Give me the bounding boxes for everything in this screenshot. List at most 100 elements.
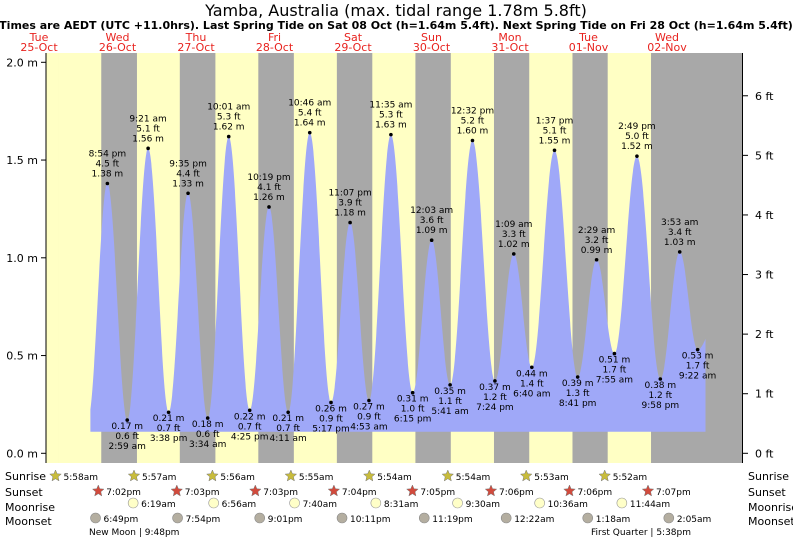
high-tide-label: 1.02 m: [498, 240, 530, 250]
low-tide-dot: [286, 410, 290, 415]
low-tide-label: 0.53 m: [682, 352, 714, 362]
high-tide-label: 1.18 m: [334, 209, 366, 219]
low-tide-label: 9:22 am: [679, 372, 716, 382]
high-tide-label: 3.4 ft: [668, 228, 692, 238]
sunrise-icon: [206, 469, 219, 482]
sunrise-icon: [284, 469, 298, 482]
high-tide-label: 2:49 pm: [618, 122, 656, 132]
high-tide-label: 9:21 am: [129, 114, 166, 124]
high-tide-label: 11:07 pm: [328, 189, 371, 199]
high-tide-label: 3.2 ft: [585, 236, 609, 246]
high-tide-label: 5.2 ft: [461, 117, 485, 127]
moonset-icon: [418, 512, 430, 524]
low-tide-label: 2:59 am: [109, 442, 146, 452]
high-tide-label: 4.1 ft: [257, 183, 281, 193]
sunset-time: 7:04pm: [342, 488, 377, 498]
y-tick-label-right: 5 ft: [755, 149, 774, 162]
low-tide-label: 0.6 ft: [196, 430, 220, 440]
high-tide-label: 4.4 ft: [176, 169, 200, 179]
low-tide-dot: [125, 418, 130, 422]
high-tide-dot: [677, 250, 682, 254]
sunrise-icon: [598, 469, 612, 482]
moonrise-label-right: Moonrise: [748, 501, 793, 514]
low-tide-label: 1.2 ft: [648, 391, 672, 401]
high-tide-label: 5.3 ft: [379, 111, 403, 121]
low-tide-dot: [410, 390, 415, 395]
low-tide-label: 5:17 pm: [312, 424, 350, 434]
moonrise-label-left: Moonrise: [5, 501, 55, 514]
high-tide-label: 1.26 m: [253, 193, 285, 203]
sunrise-time: 5:52am: [613, 473, 648, 483]
low-tide-label: 1.1 ft: [438, 397, 462, 407]
y-tick-label-left: 1.0 m: [6, 252, 38, 265]
moonrise-time: 9:30am: [466, 500, 501, 510]
moonset-label-right: Moonset: [748, 515, 793, 528]
day-date-label: 02-Nov: [647, 41, 687, 54]
high-tide-dot: [307, 130, 312, 135]
high-tide-label: 1.56 m: [132, 134, 164, 144]
day-name-label: Wed: [106, 31, 130, 44]
sunset-icon: [641, 484, 655, 497]
astro-rows: Sunrise Sunset Moonrise Moonset Sunrise …: [5, 470, 793, 528]
day-date-label: 28-Oct: [256, 41, 294, 54]
high-tide-label: 8:54 pm: [89, 150, 127, 160]
low-tide-label: 3:38 pm: [150, 434, 188, 444]
day-date-label: 01-Nov: [569, 41, 609, 54]
y-tick-label-right: 6 ft: [755, 90, 774, 103]
high-tide-label: 1.63 m: [375, 121, 407, 131]
sunrise-time: 5:53am: [534, 473, 569, 483]
high-tide-label: 1.52 m: [621, 142, 653, 152]
day-date-label: 29-Oct: [334, 41, 372, 54]
sunrise-time: 5:57am: [142, 473, 177, 483]
low-tide-dot: [448, 383, 452, 387]
moonrise-icon: [452, 497, 463, 509]
low-tide-label: 1.7 ft: [686, 362, 710, 372]
low-tide-dot: [612, 351, 617, 356]
day-name-label: Sat: [344, 31, 363, 44]
astro-events: 5:58am7:02pm5:57am7:03pm5:56am7:03pm5:55…: [49, 469, 711, 538]
moonset-time: 7:54pm: [186, 515, 221, 525]
high-tide-label: 0.99 m: [581, 246, 613, 256]
high-tide-label: 9:35 pm: [169, 159, 207, 169]
sunset-time: 7:03pm: [185, 488, 220, 498]
high-tide-dot: [511, 252, 516, 256]
y-tick-label-left: 2.0 m: [6, 56, 38, 69]
low-tide-label: 0.7 ft: [238, 422, 262, 432]
chart-title: Yamba, Australia (max. tidal range 1.78m…: [204, 1, 587, 20]
high-tide-dot: [552, 148, 557, 153]
high-tide-dot: [105, 181, 110, 186]
y-tick-label-right: 3 ft: [755, 269, 774, 282]
moonset-label-left: Moonset: [5, 515, 52, 528]
high-tide-label: 3.9 ft: [338, 199, 362, 209]
low-tide-dot: [367, 398, 371, 403]
high-tide-label: 5.3 ft: [217, 113, 241, 123]
day-date-label: 27-Oct: [177, 41, 215, 54]
low-tide-label: 0.31 m: [397, 395, 429, 405]
low-tide-dot: [530, 365, 534, 370]
low-tide-label: 0.18 m: [192, 420, 224, 430]
low-tide-label: 0.9 ft: [357, 413, 381, 423]
day-labels: Tue25-OctWed26-OctThu27-OctFri28-OctSat2…: [20, 31, 687, 54]
moonrise-time: 6:19am: [141, 500, 176, 510]
high-tide-label: 1.62 m: [213, 123, 245, 133]
moonset-icon: [500, 512, 512, 524]
tide-annotations: 8:54 pm4.5 ft1.38 m0.17 m0.6 ft2:59 am9:…: [89, 99, 717, 452]
low-tide-label: 3:34 am: [189, 440, 226, 450]
moonrise-time: 7:40am: [303, 500, 338, 510]
plot-right-edge: [742, 53, 743, 463]
sunrise-time: 5:55am: [299, 473, 334, 483]
y-axis-left: 0.0 m 0.5 m 1.0 m 1.5 m 2.0 m: [6, 53, 47, 463]
day-name-label: Mon: [498, 31, 521, 44]
low-tide-dot: [329, 400, 333, 405]
moonset-icon: [336, 512, 348, 524]
sunset-time: 7:05pm: [420, 488, 455, 498]
moonrise-icon: [616, 497, 628, 509]
y-axis-right: 0 ft 1 ft 2 ft 3 ft 4 ft 5 ft 6 ft: [742, 90, 774, 460]
low-tide-label: 0.44 m: [516, 369, 548, 379]
high-tide-dot: [429, 238, 434, 243]
sunset-label-left: Sunset: [5, 486, 43, 499]
y-tick-label-right: 1 ft: [755, 388, 774, 401]
moonrise-time: 6:56am: [222, 500, 257, 510]
moonset-icon: [582, 512, 594, 524]
